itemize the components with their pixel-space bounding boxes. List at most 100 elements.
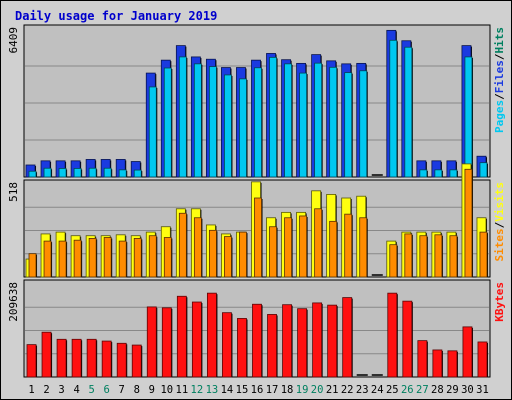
x-tick-day-25: 25 bbox=[386, 384, 399, 396]
legend-entry: / bbox=[493, 221, 506, 228]
bar-sites-day-11 bbox=[178, 212, 187, 278]
x-tick-day-6: 6 bbox=[104, 384, 110, 396]
bar-kbytes-day-30 bbox=[462, 326, 473, 378]
bar-kbytes-day-16 bbox=[252, 303, 262, 378]
x-tick-day-8: 8 bbox=[134, 384, 140, 396]
bar-files-day-5 bbox=[88, 167, 97, 178]
x-tick-day-28: 28 bbox=[431, 384, 444, 396]
series-sites bbox=[28, 168, 488, 278]
x-tick-day-3: 3 bbox=[58, 384, 64, 396]
series-kbytes bbox=[26, 292, 488, 378]
bar-kbytes-day-15 bbox=[237, 318, 247, 378]
series-files bbox=[28, 39, 488, 178]
bar-kbytes-day-27 bbox=[417, 340, 428, 378]
x-tick-day-11: 11 bbox=[176, 384, 189, 396]
bar-files-day-17 bbox=[269, 56, 277, 178]
x-tick-day-27: 27 bbox=[416, 384, 429, 396]
bar-kbytes-day-14 bbox=[222, 312, 232, 378]
bar-files-day-4 bbox=[73, 168, 82, 178]
bar-files-day-31 bbox=[479, 162, 488, 178]
bar-sites-day-28 bbox=[434, 234, 443, 278]
bar-files-day-7 bbox=[118, 169, 127, 178]
bar-kbytes-day-25 bbox=[387, 292, 398, 378]
legend-entry: Files bbox=[493, 60, 506, 93]
x-tick-day-22: 22 bbox=[341, 384, 354, 396]
y-axis-max-label: 518 bbox=[7, 182, 20, 202]
bar-sites-day-25 bbox=[389, 244, 398, 278]
x-tick-day-31: 31 bbox=[476, 384, 489, 396]
bar-kbytes-day-2 bbox=[41, 331, 52, 378]
bar-kbytes-day-18 bbox=[282, 304, 292, 378]
bar-kbytes-day-1 bbox=[26, 344, 37, 378]
bar-files-day-23 bbox=[359, 70, 368, 178]
bar-kbytes-day-13 bbox=[206, 292, 217, 378]
bar-files-day-18 bbox=[284, 63, 292, 178]
x-tick-day-13: 13 bbox=[206, 384, 219, 396]
x-tick-day-10: 10 bbox=[160, 384, 173, 396]
bar-sites-day-23 bbox=[359, 217, 368, 278]
x-tick-day-30: 30 bbox=[461, 384, 474, 396]
bar-files-day-26 bbox=[404, 46, 413, 178]
x-tick-day-14: 14 bbox=[221, 384, 234, 396]
bar-sites-day-10 bbox=[163, 237, 172, 278]
x-tick-day-12: 12 bbox=[191, 384, 204, 396]
bar-files-day-1 bbox=[28, 170, 37, 178]
bar-sites-day-3 bbox=[58, 240, 67, 278]
x-tick-day-26: 26 bbox=[401, 384, 414, 396]
bar-files-day-28 bbox=[434, 169, 443, 178]
bar-kbytes-day-5 bbox=[86, 338, 97, 378]
bar-sites-day-14 bbox=[224, 236, 232, 278]
bar-kbytes-day-29 bbox=[447, 350, 458, 378]
bar-files-day-19 bbox=[299, 72, 308, 178]
bar-sites-day-17 bbox=[269, 226, 277, 278]
bar-files-day-16 bbox=[254, 67, 262, 178]
bar-sites-day-1 bbox=[28, 253, 37, 278]
bar-files-day-11 bbox=[178, 56, 187, 178]
x-tick-day-4: 4 bbox=[73, 384, 79, 396]
chart-title: Daily usage for January 2019 bbox=[15, 9, 217, 23]
bar-files-day-12 bbox=[193, 63, 202, 178]
bar-sites-day-16 bbox=[254, 197, 262, 278]
bar-sites-day-5 bbox=[88, 237, 97, 278]
bar-files-day-2 bbox=[43, 167, 52, 178]
bar-kbytes-day-10 bbox=[161, 307, 172, 378]
bar-sites-day-2 bbox=[43, 240, 52, 278]
legend-hits-files: Pages/Files/Hits bbox=[493, 27, 506, 133]
bar-sites-day-30 bbox=[464, 168, 473, 278]
bar-kbytes-day-12 bbox=[191, 301, 202, 378]
bar-kbytes-day-6 bbox=[101, 340, 112, 378]
bar-sites-day-31 bbox=[479, 231, 488, 278]
bar-sites-day-19 bbox=[299, 215, 308, 278]
bar-kbytes-day-8 bbox=[131, 344, 142, 378]
bar-kbytes-day-11 bbox=[176, 295, 187, 378]
bar-files-day-8 bbox=[133, 169, 142, 178]
panel-kbytes: 209638 KBytes bbox=[7, 279, 506, 378]
bar-kbytes-day-3 bbox=[56, 338, 67, 378]
legend-entry: Pages bbox=[493, 100, 506, 133]
legend-entry: Hits bbox=[493, 27, 506, 54]
bar-files-day-21 bbox=[329, 66, 338, 178]
x-tick-day-18: 18 bbox=[281, 384, 294, 396]
legend-entry: / bbox=[493, 93, 506, 100]
bar-files-day-20 bbox=[314, 62, 323, 178]
bar-files-day-22 bbox=[344, 72, 353, 178]
bar-sites-day-7 bbox=[118, 240, 127, 278]
bar-sites-day-18 bbox=[284, 217, 292, 278]
x-tick-day-5: 5 bbox=[88, 384, 94, 396]
chart-panels: 6409Pages/Files/Hits518Sites/Visits20963… bbox=[7, 24, 506, 378]
x-tick-day-9: 9 bbox=[149, 384, 155, 396]
x-tick-day-20: 20 bbox=[311, 384, 324, 396]
bar-files-day-9 bbox=[148, 86, 157, 178]
y-axis-max-label: 6409 bbox=[7, 27, 20, 54]
bar-files-day-25 bbox=[389, 39, 398, 178]
y-axis-max-label: 209638 bbox=[7, 282, 20, 322]
bar-files-day-13 bbox=[208, 66, 217, 178]
x-axis-day-labels: 1 2 3 4 5 6 7 8 9 10 11 12 13 14 15 16 17 18 19 20 21 22 23 24 2… bbox=[28, 384, 488, 396]
bar-kbytes-day-31 bbox=[477, 341, 488, 378]
bar-kbytes-day-26 bbox=[402, 300, 413, 378]
bar-kbytes-day-17 bbox=[267, 314, 277, 378]
bar-sites-day-9 bbox=[148, 235, 157, 278]
x-tick-day-29: 29 bbox=[446, 384, 459, 396]
bar-sites-day-29 bbox=[449, 235, 458, 278]
